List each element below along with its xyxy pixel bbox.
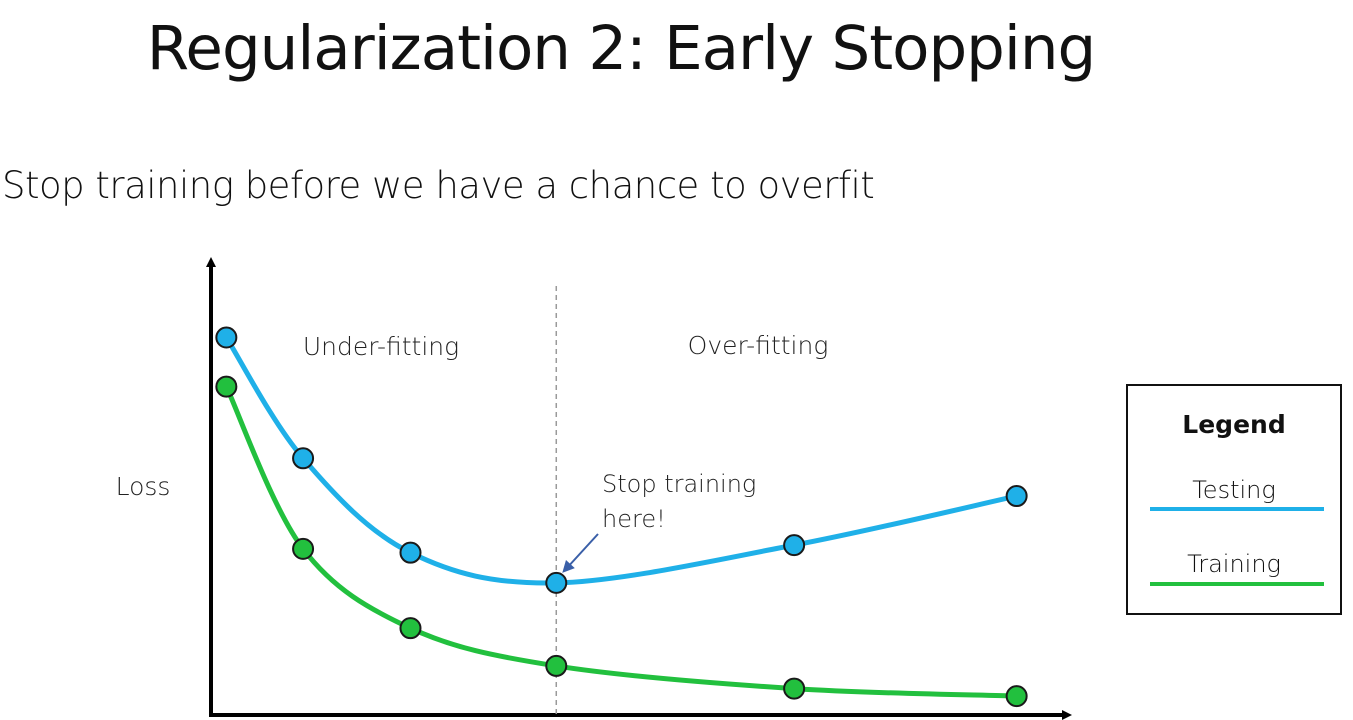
legend: Legend Testing Training — [1126, 384, 1342, 615]
data-point-testing-1 — [215, 326, 238, 349]
data-point-testing-5 — [783, 534, 806, 557]
legend-label-training: Training — [1187, 550, 1281, 578]
data-point-testing-3 — [399, 541, 422, 564]
data-point-training-3 — [399, 617, 422, 640]
y-axis-label: Loss — [116, 472, 171, 501]
annotation-arrow-head — [562, 559, 575, 573]
legend-label-testing: Testing — [1192, 476, 1276, 504]
region-label-under-fitting: Under-fitting — [303, 332, 459, 361]
slide-subtitle: Stop training before we have a chance to… — [2, 164, 875, 207]
region-label-over-fitting: Over-fitting — [688, 331, 829, 360]
data-point-testing-2 — [292, 447, 315, 470]
data-point-training-2 — [292, 537, 315, 560]
legend-title: Legend — [1182, 410, 1286, 439]
legend-line-testing — [1150, 507, 1324, 511]
data-point-training-5 — [783, 677, 806, 700]
series-line-training — [223, 384, 1020, 699]
series-line-testing — [223, 335, 1020, 586]
data-point-training-4 — [545, 654, 568, 677]
slide-title: Regularization 2: Early Stopping — [146, 13, 1096, 84]
data-point-testing-6 — [1005, 485, 1028, 508]
data-point-testing-4 — [545, 571, 568, 594]
data-point-training-1 — [215, 375, 238, 398]
legend-line-training — [1150, 582, 1324, 586]
annotation-line-1: Stop training — [602, 470, 756, 498]
data-point-training-6 — [1005, 685, 1028, 708]
annotation-line-2: here! — [602, 505, 666, 533]
